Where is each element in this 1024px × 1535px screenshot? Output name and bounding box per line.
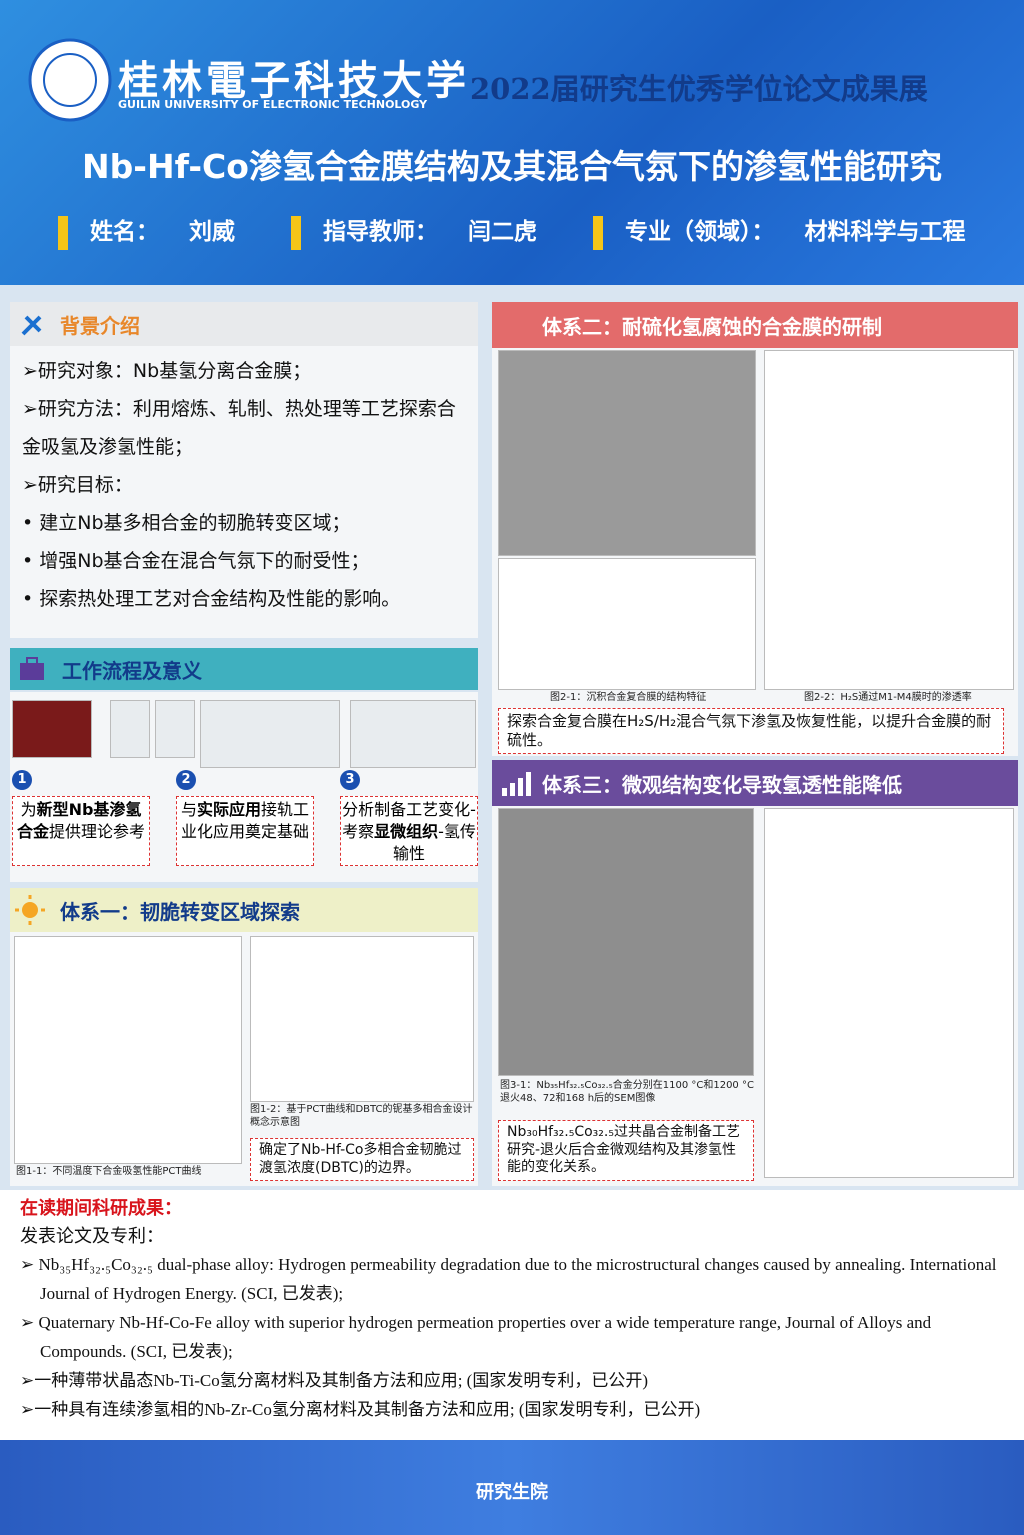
university-cn: 桂林電子科技大学 [118,57,470,104]
footer-text: 研究生院 [476,1482,548,1503]
step-number: 3 [340,770,360,790]
info-bar [291,215,301,250]
step-text: 分析制备工艺变化-考察 [342,800,476,841]
achievement-item: ➢ Nb₃₅Hf₃₂.₅Co₃₂.₅ dual-phase alloy: Hyd… [20,1255,997,1303]
conclusion: Nb₃₀Hf₃₂.₅Co₃₂.₅过共晶合金制备工艺研究-退火后合金微观结构及其渗… [498,1120,754,1181]
system1-panel: 图1-1：不同温度下合金吸氢性能PCT曲线 图1-2：基于PCT曲线和DBTC的… [10,932,478,1186]
background-item: • 建立Nb基多相合金的韧脆转变区域； [22,512,351,534]
achievement-item: ➢ Quaternary Nb-Hf-Co-Fe alloy with supe… [20,1313,932,1361]
step-text: 与 [180,800,197,819]
section-title: 工作流程及意义 [62,658,202,683]
figure [350,700,476,768]
logo [28,38,112,122]
step-text: 显微组织 [374,822,439,841]
icon [502,772,531,796]
figure [14,936,242,1164]
section-header: 体系三：微观结构变化导致氢透性能降低 [492,760,1018,806]
info-row: 姓名： 刘威 指导教师： 闫二虎 专业（领域）： 材料科学与工程 [58,212,1022,250]
figure [200,700,340,768]
step-box: 与实际应用接轨工业化应用奠定基础 [176,796,314,866]
background-list: ➢研究对象：Nb基氢分离合金膜； ➢研究方法：利用熔炼、轧制、热处理等工艺探索合金… [10,346,478,638]
caption: 图2-1：沉积合金复合膜的结构特征 [550,692,707,703]
info-bar [593,215,603,250]
figure [110,700,150,758]
step-box: 为新型Nb基渗氢合金提供理论参考 [12,796,150,866]
step-text: -氢传输性 [392,822,476,863]
section-title: 背景介绍 [60,313,140,338]
system2-panel: 图2-1：沉积合金复合膜的结构特征 图2-2：H₂S通过M1-M4膜时的渗透率 … [492,348,1018,756]
info-label: 指导教师： [323,219,438,245]
conclusion: 探索合金复合膜在H₂S/H₂混合气氛下渗氢及恢复性能，以提升合金膜的耐硫性。 [498,708,1004,754]
caption: 图3-1：Nb₃₅Hf₃₂.₅Co₃₂.₅合金分别在1100 °C和1200 °… [500,1080,754,1104]
background-item: ➢研究方法：利用熔炼、轧制、热处理等工艺探索合金吸氢及渗氢性能； [22,398,456,458]
section-title: 体系一：韧脆转变区域探索 [60,899,300,924]
caption: 图1-1：不同温度下合金吸氢性能PCT曲线 [16,1166,202,1177]
info-label: 姓名： [90,219,159,245]
figure [498,808,754,1076]
step-text: 接轨工业化应用奠定基础 [180,800,310,841]
achievements-list: ➢ Nb₃₅Hf₃₂.₅Co₃₂.₅ dual-phase alloy: Hyd… [20,1250,1004,1424]
background-item: ➢研究目标： [22,474,133,496]
step-box: 分析制备工艺变化-考察显微组织-氢传输性 [340,796,478,866]
section-header: 工作流程及意义 [10,648,478,690]
step-text: 提供理论参考 [49,822,146,841]
section-header: 体系二：耐硫化氢腐蚀的合金膜的研制 [492,302,1018,348]
caption: 图1-2：基于PCT曲线和DBTC的铌基多相合金设计概念示意图 [250,1104,473,1128]
info-bar [58,215,68,250]
event: 2022届研究生优秀学位论文成果展 [470,72,928,106]
achievement-item: ➢一种具有连续渗氢相的Nb-Zr-Co氢分离材料及其制备方法和应用; (国家发明… [20,1400,701,1419]
icon [15,895,45,925]
figure [498,350,756,556]
section-title: 体系二：耐硫化氢腐蚀的合金膜的研制 [542,314,882,339]
achievements: 在读期间科研成果： 发表论文及专利： ➢ Nb₃₅Hf₃₂.₅Co₃₂.₅ du… [0,1190,1024,1440]
background-item: ➢研究对象：Nb基氢分离合金膜； [22,360,312,382]
title: Nb-Hf-Co渗氢合金膜结构及其混合气氛下的渗氢性能研究 [82,147,942,186]
achievements-subtitle: 发表论文及专利： [20,1226,164,1247]
figure [155,700,195,758]
figure [250,936,474,1102]
info-value: 刘威 [189,219,235,245]
background-item: • 探索热处理工艺对合金结构及性能的影响。 [22,588,401,610]
info-value: 材料科学与工程 [804,219,966,245]
figure [498,558,756,690]
icon [21,315,42,336]
step-text: 实际应用 [196,800,261,819]
info-label: 专业（领域）： [625,219,775,245]
figure [764,808,1014,1178]
header: 桂林電子科技大学 GUILIN UNIVERSITY OF ELECTRONIC… [0,0,1024,285]
university-en: GUILIN UNIVERSITY OF ELECTRONIC TECHNOLO… [118,98,428,111]
icon [20,657,44,680]
step-number: 2 [176,770,196,790]
caption: 图2-2：H₂S通过M1-M4膜时的渗透率 [804,692,972,703]
step-text: 为 [20,800,37,819]
step-number: 1 [12,770,32,790]
section-header: 背景介绍 [10,302,478,346]
background-item: • 增强Nb基合金在混合气氛下的耐受性； [22,550,370,572]
info-value: 闫二虎 [468,219,537,245]
step-text: 新型Nb基渗氢合金 [16,800,142,841]
section-header: 体系一：韧脆转变区域探索 [10,888,478,932]
section-title: 体系三：微观结构变化导致氢透性能降低 [542,772,902,797]
system3-panel: 图3-1：Nb₃₅Hf₃₂.₅Co₃₂.₅合金分别在1100 °C和1200 °… [492,806,1018,1186]
footer: 研究生院 [0,1440,1024,1535]
conclusion: 确定了Nb-Hf-Co多相合金韧脆过渡氢浓度(DBTC)的边界。 [250,1138,474,1181]
figure [764,350,1014,690]
achievement-item: ➢一种薄带状晶态Nb-Ti-Co氢分离材料及其制备方法和应用; (国家发明专利，… [20,1371,648,1390]
figure [12,700,92,758]
achievements-title: 在读期间科研成果： [20,1198,182,1219]
